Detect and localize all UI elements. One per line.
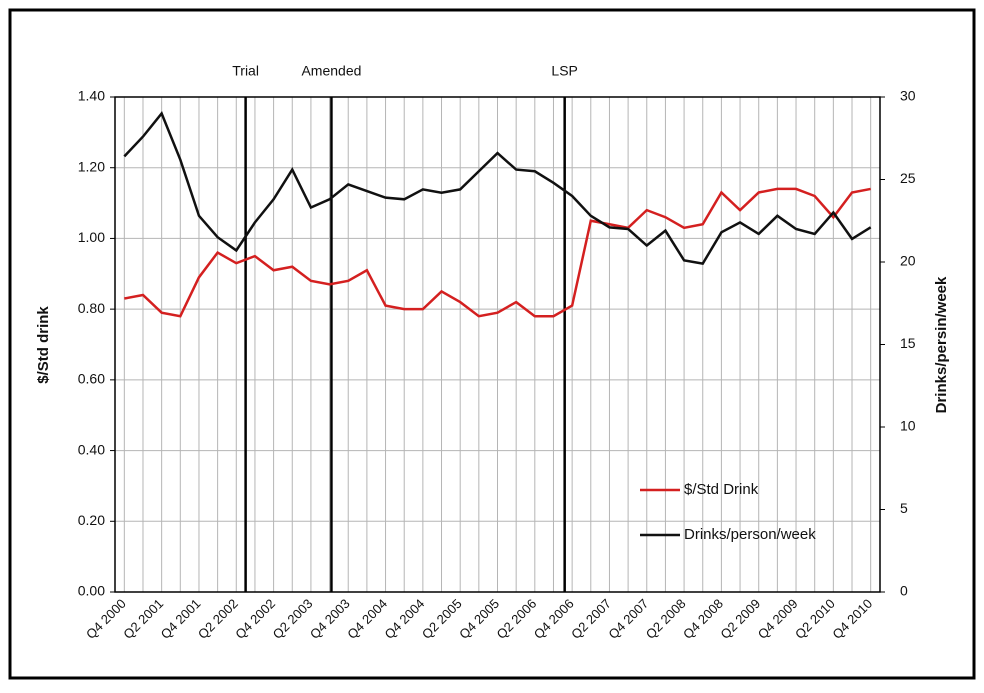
x-tick-label: Q2 2009 [717,596,763,642]
legend-label: $/Std Drink [684,481,759,498]
y-axis-label: $/Std drink [35,306,52,384]
y-tick-label: 0.60 [78,371,105,387]
x-tick-label: Q4 2004 [382,596,428,642]
y2-tick-label: 10 [900,418,916,434]
x-tick-label: Q2 2005 [419,596,465,642]
x-tick-label: Q4 2009 [755,596,801,642]
x-tick-label: Q2 2008 [643,596,689,642]
x-tick-label: Q4 2003 [307,596,353,642]
y-tick-label: 0.20 [78,512,105,528]
x-tick-label: Q4 2008 [680,596,726,642]
y2-tick-label: 30 [900,88,916,104]
x-tick-label: Q4 2010 [829,596,875,642]
y2-tick-label: 20 [900,253,916,269]
event-label: Trial [232,63,259,79]
y2-tick-label: 15 [900,335,916,351]
y-tick-label: 1.00 [78,229,105,245]
legend-label: Drinks/person/week [684,526,816,543]
x-tick-label: Q4 2005 [456,596,502,642]
x-tick-label: Q2 2002 [195,596,241,642]
x-tick-label: Q2 2001 [120,596,166,642]
y2-axis-label: Drinks/persin/week [933,276,950,413]
x-tick-label: Q4 2001 [158,596,204,642]
y-tick-label: 0.80 [78,300,105,316]
series-line [123,111,872,266]
x-tick-label: Q4 2004 [344,596,390,642]
y-tick-label: 0.00 [78,583,105,599]
frame [8,8,976,680]
x-tick-label: Q2 2003 [270,596,316,642]
y-tick-label: 1.40 [78,88,105,104]
x-tick-label: Q2 2010 [792,596,838,642]
x-tick-label: Q2 2007 [568,596,614,642]
x-tick-label: Q4 2000 [83,596,129,642]
y2-tick-label: 0 [900,583,908,599]
y-tick-label: 0.40 [78,441,105,457]
event-label: LSP [551,63,577,79]
y-tick-label: 1.20 [78,158,105,174]
series-line [124,187,871,318]
event-label: Amended [301,63,361,79]
y2-tick-label: 25 [900,170,916,186]
y2-tick-label: 5 [900,500,908,516]
x-tick-label: Q2 2006 [493,596,539,642]
x-tick-label: Q4 2006 [531,596,577,642]
x-tick-label: Q4 2002 [232,596,278,642]
x-tick-label: Q4 2007 [605,596,651,642]
